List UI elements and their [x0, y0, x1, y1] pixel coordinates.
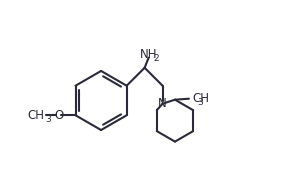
Text: O: O	[54, 109, 63, 122]
Text: CH: CH	[192, 92, 209, 105]
Text: NH: NH	[140, 48, 157, 61]
Text: 3: 3	[197, 98, 203, 107]
Text: CH: CH	[27, 109, 44, 122]
Text: N: N	[158, 97, 167, 110]
Text: 2: 2	[153, 54, 159, 63]
Text: 3: 3	[46, 115, 51, 124]
